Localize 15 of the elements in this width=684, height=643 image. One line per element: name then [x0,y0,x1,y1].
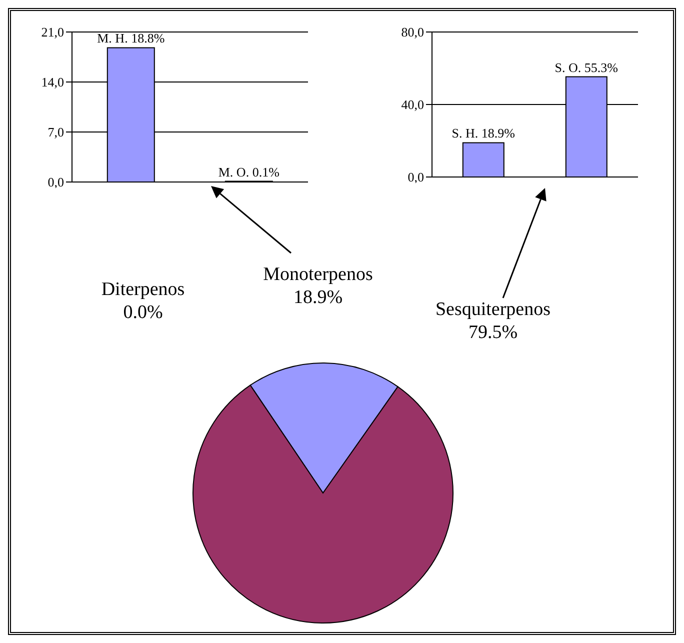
y-tick-label: 7,0 [48,124,64,140]
data-label: 79.5% [468,321,518,344]
category-label: Diterpenos [101,279,185,300]
data-label: M. H. 18.8% [97,30,165,46]
data-label: M. O. 0.1% [218,164,280,180]
data-label: 18.9% [293,286,343,309]
slice-label: Sesquiterpenos [435,298,551,321]
text: 0.0% [123,302,163,323]
data-label: S. O. 55.3% [554,60,618,75]
y-tick-label: 80,0 [401,24,424,40]
y-tick-label: 14,0 [41,74,64,90]
slice-label: Monoterpenos [263,263,373,286]
y-tick-label: 40,0 [401,97,424,112]
y-tick-label: 21,0 [41,24,64,40]
data-label: S. H. 18.9% [452,126,516,141]
